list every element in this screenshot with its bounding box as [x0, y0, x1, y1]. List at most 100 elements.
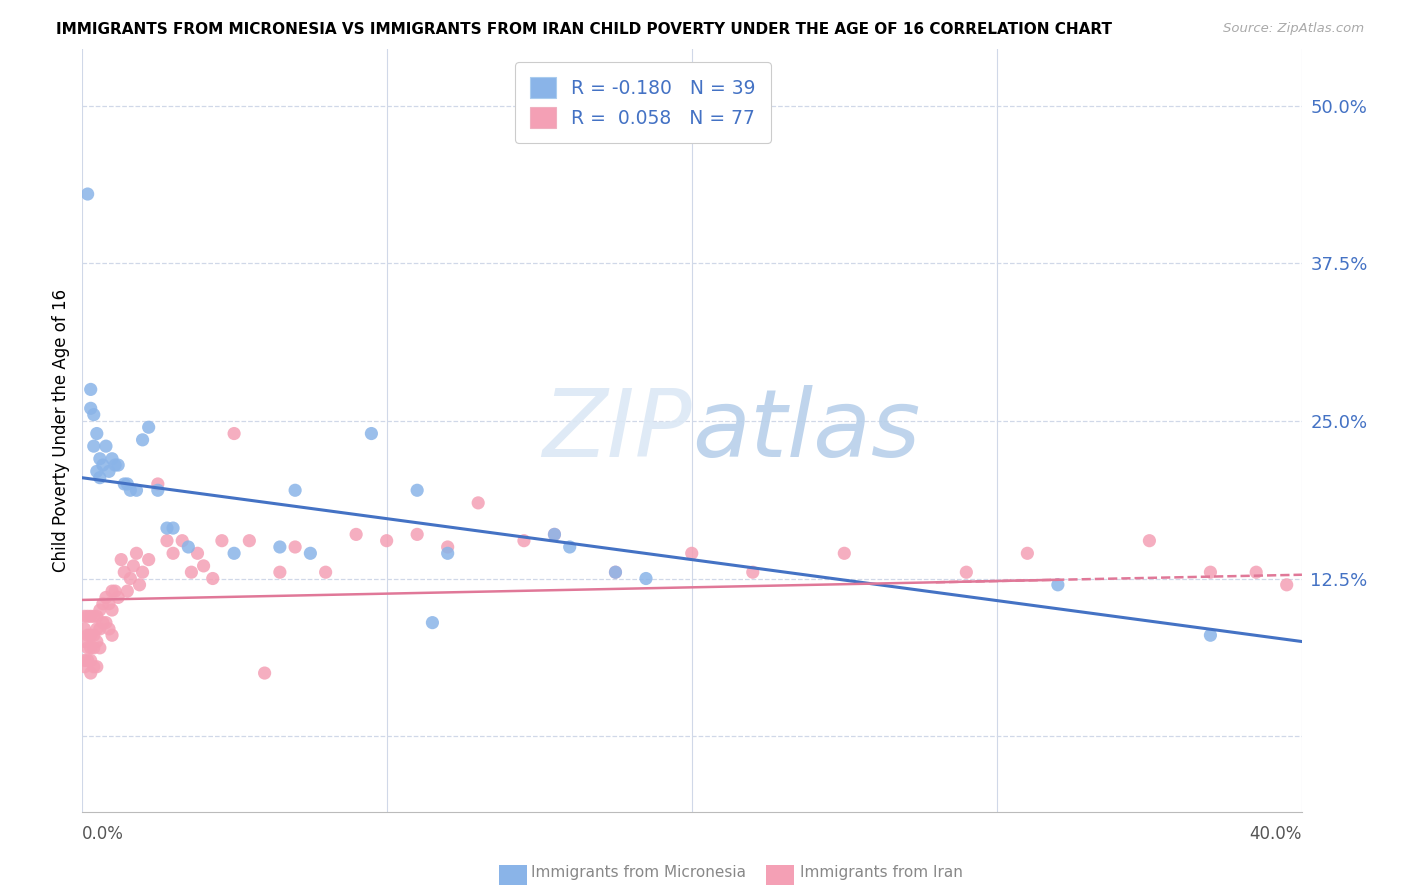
Point	[98, 622, 121, 636]
Point	[315, 565, 337, 579]
Point	[76, 609, 98, 624]
Point	[101, 451, 124, 466]
Point	[513, 533, 536, 548]
Point	[94, 615, 117, 630]
Point	[172, 533, 194, 548]
Point	[80, 666, 103, 681]
Point	[83, 408, 105, 422]
Point	[98, 464, 121, 478]
Point	[76, 628, 98, 642]
Point	[101, 603, 124, 617]
Point	[211, 533, 233, 548]
Legend: R = -0.180   N = 39, R =  0.058   N = 77: R = -0.180 N = 39, R = 0.058 N = 77	[515, 62, 770, 143]
Point	[741, 565, 763, 579]
Point	[80, 383, 103, 397]
Point	[146, 477, 169, 491]
Text: Source: ZipAtlas.com: Source: ZipAtlas.com	[1223, 22, 1364, 36]
Point	[269, 540, 291, 554]
Point	[73, 659, 96, 673]
Text: atlas: atlas	[692, 384, 920, 476]
Point	[80, 640, 103, 655]
Point	[110, 552, 132, 566]
Point	[1275, 578, 1298, 592]
Point	[834, 546, 856, 560]
Point	[156, 521, 179, 535]
Point	[125, 546, 148, 560]
Point	[375, 533, 398, 548]
Point	[131, 565, 153, 579]
Point	[83, 609, 105, 624]
Point	[120, 572, 142, 586]
Point	[1199, 628, 1222, 642]
Text: ZIP: ZIP	[543, 384, 692, 476]
Point	[406, 483, 429, 498]
Point	[1139, 533, 1161, 548]
Point	[98, 597, 121, 611]
Point	[201, 572, 224, 586]
Point	[681, 546, 703, 560]
Point	[543, 527, 565, 541]
Point	[1046, 578, 1069, 592]
Point	[186, 546, 208, 560]
Text: 40.0%: 40.0%	[1250, 825, 1302, 843]
Point	[1017, 546, 1039, 560]
Point	[91, 615, 114, 630]
Point	[89, 622, 111, 636]
Point	[91, 597, 114, 611]
Point	[89, 603, 111, 617]
Point	[80, 401, 103, 416]
Point	[80, 609, 103, 624]
Point	[193, 558, 215, 573]
Point	[634, 572, 657, 586]
Point	[146, 483, 169, 498]
Point	[284, 540, 307, 554]
Point	[73, 634, 96, 648]
Point	[89, 451, 111, 466]
Point	[1199, 565, 1222, 579]
Point	[162, 546, 184, 560]
Point	[101, 628, 124, 642]
Point	[86, 634, 108, 648]
Point	[422, 615, 444, 630]
Point	[112, 477, 135, 491]
Text: IMMIGRANTS FROM MICRONESIA VS IMMIGRANTS FROM IRAN CHILD POVERTY UNDER THE AGE O: IMMIGRANTS FROM MICRONESIA VS IMMIGRANTS…	[56, 22, 1112, 37]
Point	[94, 591, 117, 605]
Point	[955, 565, 977, 579]
Point	[1244, 565, 1267, 579]
Point	[94, 439, 117, 453]
Point	[89, 640, 111, 655]
Point	[138, 420, 160, 434]
Point	[605, 565, 627, 579]
Point	[222, 546, 246, 560]
Point	[120, 483, 142, 498]
Point	[76, 187, 98, 202]
Point	[238, 533, 260, 548]
Point	[177, 540, 200, 554]
Point	[125, 483, 148, 498]
Point	[128, 578, 150, 592]
Y-axis label: Child Poverty Under the Age of 16: Child Poverty Under the Age of 16	[52, 289, 70, 572]
Text: 0.0%: 0.0%	[82, 825, 124, 843]
Point	[104, 458, 127, 472]
Point	[269, 565, 291, 579]
Point	[86, 609, 108, 624]
Point	[83, 628, 105, 642]
Point	[543, 527, 565, 541]
Point	[436, 546, 458, 560]
Point	[112, 565, 135, 579]
Point	[138, 552, 160, 566]
Text: Immigrants from Micronesia: Immigrants from Micronesia	[531, 865, 747, 880]
Point	[558, 540, 581, 554]
Point	[107, 458, 129, 472]
Point	[253, 666, 276, 681]
Point	[222, 426, 246, 441]
Point	[284, 483, 307, 498]
Point	[83, 659, 105, 673]
Point	[104, 584, 127, 599]
Point	[73, 609, 96, 624]
Point	[117, 477, 139, 491]
Point	[83, 640, 105, 655]
Point	[76, 640, 98, 655]
Point	[86, 659, 108, 673]
Point	[162, 521, 184, 535]
